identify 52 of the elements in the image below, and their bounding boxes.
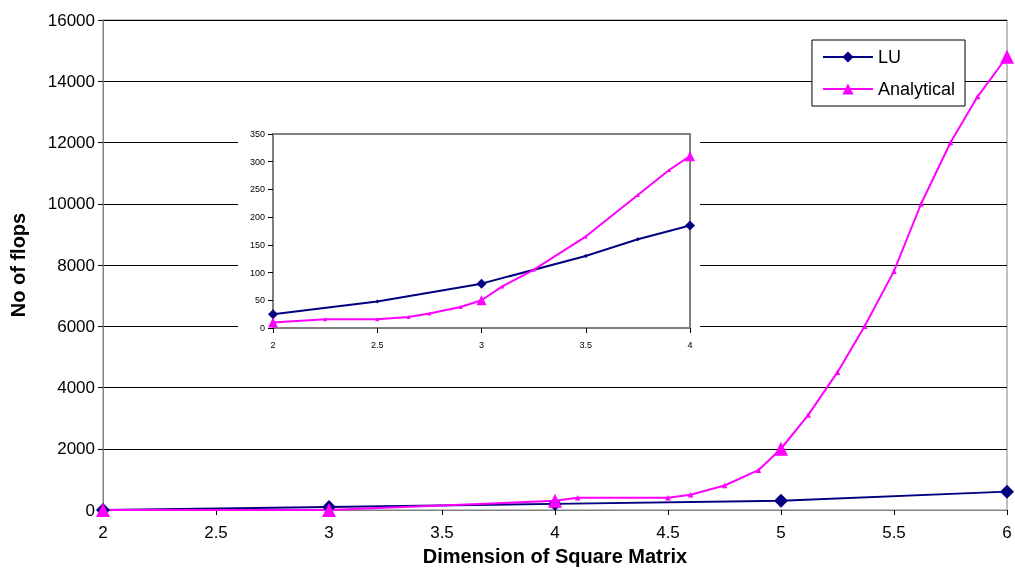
x-tick-label: 3.5 <box>430 523 454 542</box>
y-tick-label: 0 <box>85 500 95 520</box>
x-tick-label: 3 <box>324 523 334 542</box>
point <box>834 369 841 375</box>
x-tick-label: 4 <box>550 523 560 542</box>
x-tick-label: 4.5 <box>656 523 680 542</box>
x-tick-label: 4 <box>687 339 693 350</box>
y-tick-label: 12000 <box>47 133 95 152</box>
y-tick-label: 14000 <box>47 71 95 91</box>
y-axis-title: No of flops <box>7 212 29 318</box>
x-tick-label: 5 <box>776 523 786 542</box>
y-tick-label: 4000 <box>57 378 95 397</box>
legend-label: LU <box>877 47 901 67</box>
x-tick-label: 6 <box>1002 523 1012 542</box>
y-tick-label: 100 <box>249 267 265 278</box>
point <box>665 494 671 501</box>
y-tick-label: 8000 <box>57 255 95 275</box>
y-tick-label: 16000 <box>47 10 95 30</box>
point <box>805 412 811 418</box>
y-tick-label: 200 <box>249 212 265 223</box>
y-tick-label: 350 <box>249 129 265 139</box>
point <box>531 267 536 272</box>
point <box>427 311 432 316</box>
y-tick-label: 2000 <box>57 439 95 459</box>
point <box>574 494 581 501</box>
point <box>861 323 868 330</box>
y-tick-label: 10000 <box>47 194 95 214</box>
y-tick-label: 150 <box>249 239 265 250</box>
x-axis-title: Dimension of Square Matrix <box>422 544 688 567</box>
y-tick-label: 6000 <box>57 316 95 336</box>
legend-label: Analytical <box>877 79 956 99</box>
y-tick-label: 50 <box>254 295 265 306</box>
y-tick-label: 0 <box>259 323 265 333</box>
point <box>1000 484 1014 499</box>
point <box>583 234 588 239</box>
y-tick-label: 250 <box>249 184 265 195</box>
x-tick-label: 3.5 <box>579 339 593 350</box>
x-tick-label: 2 <box>270 339 276 350</box>
x-tick-label: 3 <box>478 339 485 350</box>
point <box>774 493 788 508</box>
point <box>406 314 411 319</box>
point <box>755 467 762 473</box>
point <box>323 317 328 322</box>
x-tick-label: 2.5 <box>204 523 228 542</box>
x-tick-label: 5.5 <box>882 523 906 542</box>
x-tick-label: 2.5 <box>370 339 384 350</box>
x-tick-label: 2 <box>98 523 108 542</box>
y-tick-label: 300 <box>249 156 265 167</box>
point <box>458 304 463 309</box>
point <box>891 268 897 274</box>
point <box>918 200 924 207</box>
point <box>667 168 672 173</box>
